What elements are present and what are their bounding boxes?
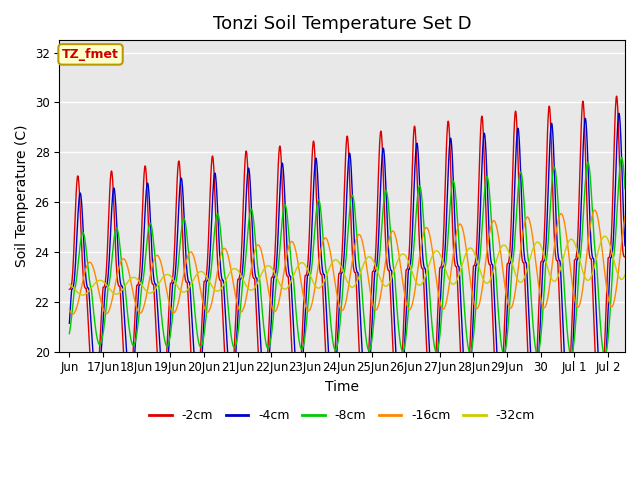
Line: -32cm: -32cm: [69, 236, 625, 295]
-16cm: [356, 232, 364, 238]
-16cm: [65, 307, 73, 312]
-2cm: [71, 218, 79, 224]
-8cm: [355, 262, 363, 267]
-8cm: [71, 285, 79, 291]
-8cm: [601, 353, 609, 359]
-8cm: [284, 216, 291, 222]
-4cm: [615, 110, 623, 116]
-2cm: [612, 93, 620, 99]
-8cm: [65, 331, 73, 336]
-4cm: [355, 288, 363, 294]
-32cm: [548, 277, 556, 283]
-32cm: [601, 233, 609, 239]
-16cm: [69, 311, 77, 317]
-32cm: [621, 272, 629, 278]
-2cm: [589, 294, 597, 300]
-16cm: [621, 214, 629, 219]
-32cm: [443, 269, 451, 275]
-32cm: [71, 287, 79, 292]
Line: -16cm: -16cm: [69, 210, 625, 314]
-32cm: [79, 292, 86, 298]
-2cm: [65, 287, 73, 292]
-4cm: [284, 255, 291, 261]
-2cm: [621, 254, 629, 260]
Line: -2cm: -2cm: [69, 96, 625, 418]
-16cm: [284, 247, 292, 253]
Line: -8cm: -8cm: [69, 157, 625, 356]
Line: -4cm: -4cm: [69, 113, 625, 401]
-4cm: [548, 124, 556, 130]
-16cm: [443, 299, 451, 304]
Y-axis label: Soil Temperature (C): Soil Temperature (C): [15, 125, 29, 267]
-8cm: [442, 258, 450, 264]
X-axis label: Time: Time: [325, 380, 359, 394]
-16cm: [548, 259, 556, 264]
-16cm: [72, 309, 79, 314]
-32cm: [284, 284, 292, 290]
-4cm: [621, 243, 629, 249]
-8cm: [621, 186, 629, 192]
-16cm: [589, 209, 597, 215]
-16cm: [591, 207, 598, 213]
-2cm: [596, 415, 604, 421]
-8cm: [589, 218, 597, 224]
-2cm: [442, 152, 450, 158]
-32cm: [589, 267, 597, 273]
-4cm: [71, 268, 79, 274]
-8cm: [548, 176, 556, 181]
-8cm: [618, 155, 625, 160]
-32cm: [65, 281, 73, 287]
Legend: -2cm, -4cm, -8cm, -16cm, -32cm: -2cm, -4cm, -8cm, -16cm, -32cm: [144, 405, 540, 428]
Text: TZ_fmet: TZ_fmet: [62, 48, 119, 61]
-2cm: [548, 173, 556, 179]
-32cm: [356, 273, 364, 278]
-4cm: [598, 398, 606, 404]
-4cm: [65, 320, 73, 326]
Title: Tonzi Soil Temperature Set D: Tonzi Soil Temperature Set D: [213, 15, 472, 33]
-4cm: [442, 224, 450, 230]
-2cm: [355, 346, 363, 351]
-2cm: [284, 274, 291, 279]
-4cm: [589, 255, 597, 261]
